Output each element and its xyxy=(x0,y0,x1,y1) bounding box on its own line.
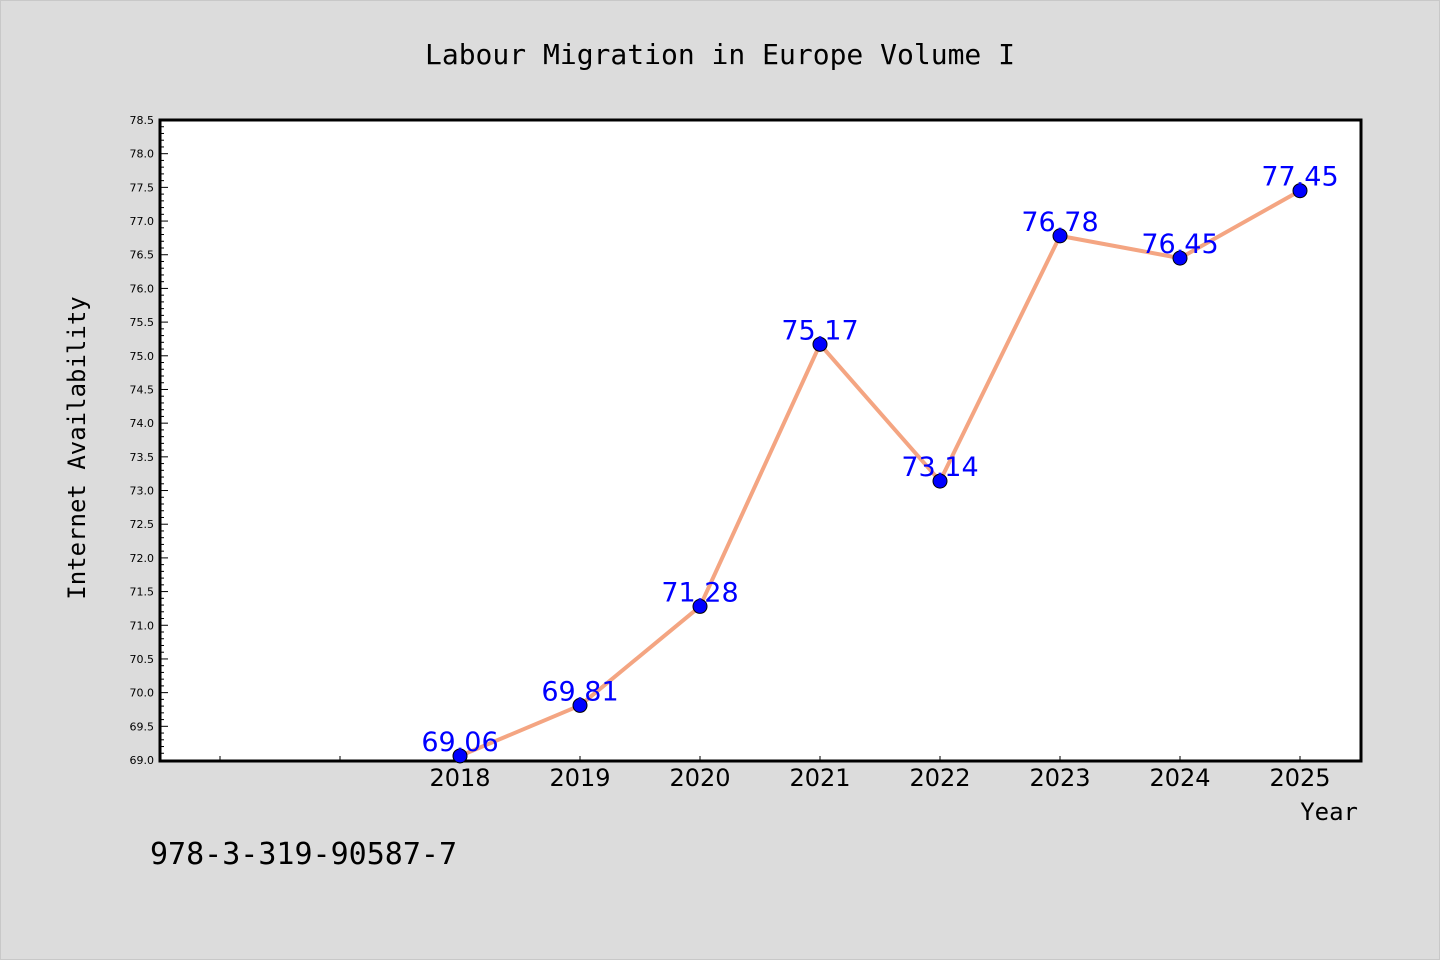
y-tick-label: 78.0 xyxy=(130,148,155,161)
data-point xyxy=(1172,250,1188,266)
data-label: 76.45 xyxy=(1141,229,1218,260)
data-point xyxy=(1292,183,1308,199)
x-tick-label: 2021 xyxy=(789,764,850,792)
x-tick-label: 2020 xyxy=(669,764,730,792)
chart-title: Labour Migration in Europe Volume I xyxy=(425,38,1015,71)
y-tick-label: 77.0 xyxy=(130,215,155,228)
data-label: 69.81 xyxy=(541,676,618,707)
y-axis-label: Internet Availability xyxy=(63,296,91,599)
y-tick-label: 69.0 xyxy=(130,754,155,767)
data-point xyxy=(452,748,468,764)
y-tick-label: 77.5 xyxy=(130,181,155,194)
y-tick-label: 76.0 xyxy=(130,282,155,295)
data-label: 69.06 xyxy=(421,727,498,758)
y-tick-label: 70.0 xyxy=(130,687,155,700)
y-tick-label: 72.0 xyxy=(130,552,155,565)
data-point xyxy=(932,473,948,489)
data-label: 73.14 xyxy=(901,452,978,483)
x-tick-label: 2019 xyxy=(549,764,610,792)
data-label: 71.28 xyxy=(661,577,738,608)
data-label: 76.78 xyxy=(1021,207,1098,238)
y-tick-label: 76.5 xyxy=(130,249,155,262)
y-tick-label: 75.5 xyxy=(130,316,155,329)
y-tick-label: 73.0 xyxy=(130,485,155,498)
data-label: 75.17 xyxy=(781,315,858,346)
series-line-group xyxy=(459,188,1301,758)
y-tick-label: 72.5 xyxy=(130,518,155,531)
y-tick-label: 73.5 xyxy=(130,451,155,464)
y-tick-label: 69.5 xyxy=(130,720,155,733)
x-tick-label: 2023 xyxy=(1029,764,1090,792)
x-tick-label: 2025 xyxy=(1269,764,1330,792)
y-tick-label: 71.5 xyxy=(130,586,155,599)
x-tick-label: 2018 xyxy=(429,764,490,792)
data-labels: 69.06 69.81 71.28 75.17 73.14 76.78 76.45 77.45 xyxy=(421,162,1338,758)
data-point xyxy=(692,598,708,614)
x-axis-label: Year xyxy=(1300,798,1358,826)
y-tick-label: 74.5 xyxy=(130,383,155,396)
y-tick-label: 75.0 xyxy=(130,350,155,363)
y-tick-label: 74.0 xyxy=(130,417,155,430)
plot-area xyxy=(158,118,1363,763)
data-label: 77.45 xyxy=(1261,162,1338,193)
y-tick-label: 70.5 xyxy=(130,653,155,666)
data-points xyxy=(452,183,1308,764)
y-axis: 69.0 69.5 70.0 70.5 71.0 71.5 72.0 72.5 73.0 73.5… xyxy=(130,114,168,767)
y-tick-label: 78.5 xyxy=(130,114,155,127)
series-line xyxy=(459,188,1301,758)
data-point xyxy=(572,697,588,713)
x-tick-label: 2022 xyxy=(909,764,970,792)
data-point xyxy=(812,336,828,352)
y-tick-label: 71.0 xyxy=(130,619,155,632)
x-axis: 2018 2019 2020 2021 2022 2023 2024 2025 xyxy=(219,756,1331,792)
data-point xyxy=(1052,228,1068,244)
x-tick-label: 2024 xyxy=(1149,764,1210,792)
isbn-text: 978-3-319-90587-7 xyxy=(150,837,457,872)
